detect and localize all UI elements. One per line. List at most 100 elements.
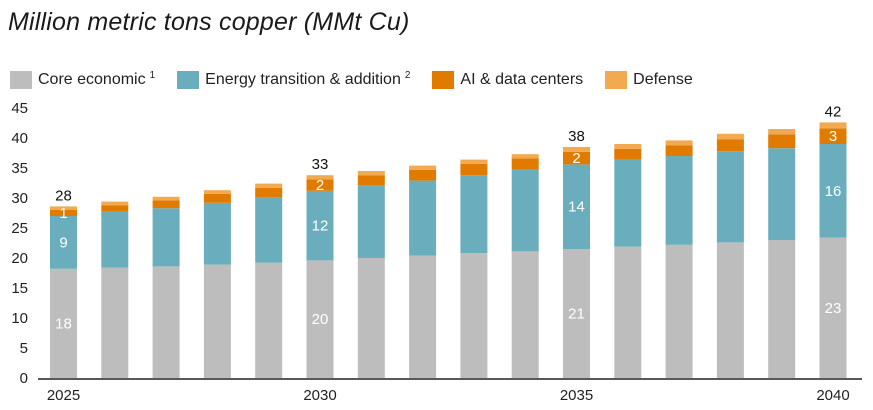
bar-segment-core [357, 258, 385, 378]
bar-segment-ai [614, 148, 642, 159]
legend-swatch-energy [177, 70, 200, 89]
bar-segment-defense [768, 129, 796, 135]
bar-segment-defense [101, 201, 129, 206]
bar-segment-ai [306, 179, 334, 191]
y-tick-label: 10 [11, 310, 28, 327]
bar-segment-ai [511, 158, 539, 170]
legend-swatch-defense [605, 70, 628, 89]
legend-item-core: Core economic 1 [10, 70, 155, 89]
bar-segment-energy [152, 208, 180, 267]
bar-segment-core [614, 246, 642, 378]
legend-item-ai: AI & data centers [432, 70, 584, 89]
legend-swatch-ai [432, 70, 455, 89]
legend-label-core: Core economic 1 [38, 70, 155, 89]
bar-segment-ai [50, 210, 77, 216]
total-value-label: 38 [568, 128, 585, 145]
legend-footnote: 1 [149, 70, 156, 81]
bar-segment-core [819, 237, 847, 378]
bar-segment-energy [614, 159, 642, 247]
bar-segment-energy [409, 180, 437, 256]
segment-value-label: 16 [825, 183, 842, 200]
segment-value-label: 12 [312, 218, 329, 235]
bar-segment-core [50, 268, 77, 378]
y-tick-label: 20 [11, 250, 28, 267]
y-tick-label: 30 [11, 190, 28, 207]
bar-segment-energy [563, 164, 590, 249]
bar-segment-core [101, 267, 129, 378]
legend-text: AI & data centers [460, 70, 584, 88]
total-value-label: 28 [55, 187, 72, 204]
bar-segment-ai [357, 175, 385, 186]
total-value-label: 33 [312, 156, 329, 173]
bar-segment-defense [665, 140, 693, 146]
bar-segment-energy [819, 144, 847, 238]
bar-segment-ai [768, 134, 796, 149]
bar-segment-defense [152, 196, 180, 201]
bar-segment-defense [357, 171, 385, 176]
y-tick-label: 5 [20, 340, 28, 357]
segment-value-label: 14 [568, 199, 585, 216]
x-tick-label: 2030 [303, 387, 336, 404]
bar-segment-energy [511, 169, 539, 252]
legend-swatch-core [10, 70, 32, 89]
bar-segment-defense [460, 159, 488, 164]
y-tick-label: 15 [11, 280, 28, 297]
bar-segment-defense [511, 154, 539, 159]
bar-segment-core [563, 249, 590, 378]
segment-value-label: 21 [568, 306, 585, 323]
legend-label-defense: Defense [633, 71, 693, 89]
y-tick-label: 35 [11, 160, 28, 177]
bar-segment-energy [255, 197, 283, 263]
bar-segment-ai [460, 163, 488, 176]
segment-value-label: 9 [59, 234, 67, 251]
bar-segment-ai [409, 169, 437, 181]
bar-segment-energy [50, 216, 77, 269]
bar-segment-defense [409, 165, 437, 170]
bar-segment-ai [665, 145, 693, 156]
bar-segment-defense [563, 147, 590, 152]
bar-segment-energy [460, 175, 488, 254]
segment-value-label: 23 [825, 300, 842, 317]
bar-segment-core [460, 253, 488, 378]
bar-segment-core [152, 266, 180, 378]
legend-text: Core economic [38, 71, 146, 88]
y-tick-label: 0 [20, 370, 28, 387]
bar-segment-defense [203, 190, 231, 194]
bar-segment-defense [50, 206, 77, 210]
chart-title: Million metric tons copper (MMt Cu) [8, 8, 410, 36]
bar-segment-defense [614, 144, 642, 149]
legend-item-energy: Energy transition & addition 2 [177, 70, 410, 89]
bar-segment-ai [152, 200, 180, 209]
legend-item-defense: Defense [605, 70, 693, 89]
bar-segment-ai [819, 128, 847, 144]
bar-segment-ai [563, 151, 590, 165]
segment-value-label: 3 [829, 128, 837, 145]
bar-segment-core [768, 240, 796, 378]
y-tick-label: 40 [11, 130, 28, 147]
x-tick-label: 2040 [816, 387, 849, 404]
legend-label-energy: Energy transition & addition 2 [205, 70, 410, 89]
bar-segment-energy [357, 185, 385, 258]
segment-value-label: 1 [59, 205, 67, 222]
bar-segment-defense [306, 175, 334, 180]
x-tick-label: 2035 [560, 387, 593, 404]
bar-segment-energy [203, 202, 231, 265]
bar-segment-defense [819, 122, 847, 129]
x-tick-label: 2025 [47, 387, 80, 404]
legend-footnote: 2 [404, 70, 411, 81]
segment-value-label: 2 [316, 177, 324, 194]
bar-segment-ai [255, 187, 283, 198]
bar-segment-core [203, 264, 231, 378]
bar-segment-core [255, 262, 283, 378]
bar-segment-energy [101, 211, 129, 268]
bar-segment-ai [203, 193, 231, 203]
y-tick-label: 25 [11, 220, 28, 237]
bar-segment-core [409, 255, 437, 378]
total-value-label: 42 [825, 103, 842, 120]
bar-segment-energy [716, 151, 744, 243]
chart-legend: Core economic 1 Energy transition & additi… [10, 70, 715, 89]
y-tick-label: 45 [11, 100, 28, 117]
bar-segment-defense [255, 183, 283, 188]
segment-value-label: 18 [55, 315, 72, 332]
